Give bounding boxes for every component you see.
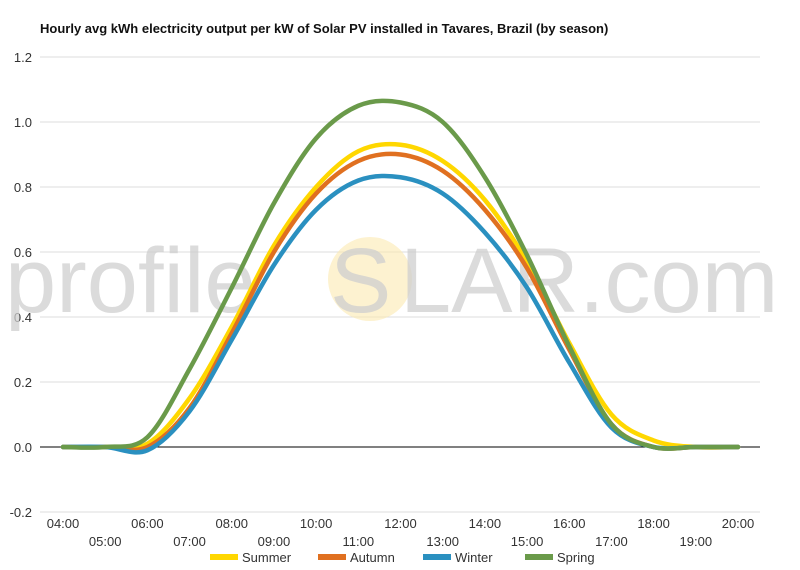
legend-swatch-winter (423, 554, 451, 560)
chart-title: Hourly avg kWh electricity output per kW… (40, 21, 608, 36)
x-tick-label: 08:00 (215, 516, 248, 531)
y-tick-label: -0.2 (10, 505, 32, 520)
legend-label-winter: Winter (455, 550, 493, 565)
x-tick-label: 05:00 (89, 534, 122, 549)
x-tick-label: 12:00 (384, 516, 417, 531)
y-tick-label: 0.0 (14, 440, 32, 455)
x-tick-label: 10:00 (300, 516, 333, 531)
watermark-left: profile (5, 230, 256, 332)
legend-swatch-spring (525, 554, 553, 560)
x-tick-label: 07:00 (173, 534, 206, 549)
x-axis-ticks: 04:00 05:00 06:00 07:00 08:00 09:00 10:00 11:00… (47, 516, 755, 549)
legend-label-autumn: Autumn (350, 550, 395, 565)
watermark: profile S LAR.com (5, 230, 778, 332)
y-tick-label: 1.0 (14, 115, 32, 130)
series-line-summer (60, 141, 741, 451)
y-tick-label: 0.4 (14, 310, 32, 325)
watermark-sun-icon (328, 237, 412, 321)
legend: Summer Autumn Winter Spring (210, 550, 595, 565)
y-axis-ticks: -0.2 0.0 0.2 0.4 0.6 0.8 1.0 1.2 (10, 50, 32, 520)
x-tick-label: 04:00 (47, 516, 80, 531)
series-lines (60, 98, 741, 455)
x-tick-label: 16:00 (553, 516, 586, 531)
x-tick-label: 18:00 (637, 516, 670, 531)
legend-swatch-summer (210, 554, 238, 560)
x-tick-label: 09:00 (258, 534, 291, 549)
x-tick-label: 14:00 (469, 516, 502, 531)
x-tick-label: 15:00 (511, 534, 544, 549)
y-tick-label: 0.6 (14, 245, 32, 260)
y-tick-label: 0.2 (14, 375, 32, 390)
x-tick-label: 20:00 (722, 516, 755, 531)
x-tick-label: 17:00 (595, 534, 628, 549)
watermark-center: S (330, 230, 391, 332)
x-tick-label: 06:00 (131, 516, 164, 531)
x-tick-label: 19:00 (680, 534, 713, 549)
legend-label-summer: Summer (242, 550, 292, 565)
y-tick-label: 0.8 (14, 180, 32, 195)
x-tick-label: 13:00 (426, 534, 459, 549)
watermark-right: LAR.com (400, 230, 778, 332)
legend-swatch-autumn (318, 554, 346, 560)
series-line-spring (60, 98, 741, 451)
y-tick-label: 1.2 (14, 50, 32, 65)
x-tick-label: 11:00 (343, 534, 375, 549)
legend-label-spring: Spring (557, 550, 595, 565)
